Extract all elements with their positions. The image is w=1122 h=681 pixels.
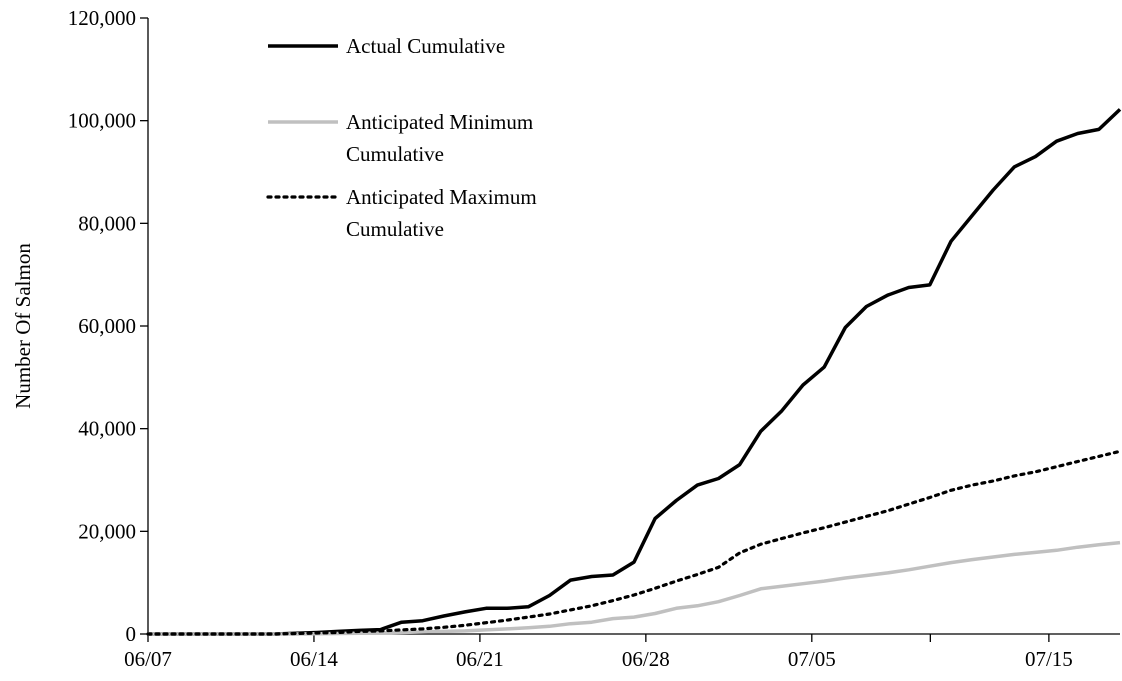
series-actual-cumulative [148, 108, 1122, 636]
y-tick-label: 20,000 [78, 519, 136, 543]
y-tick-label: 60,000 [78, 314, 136, 338]
legend: Actual Cumulative Anticipated Minimum Cumu… [266, 34, 537, 241]
x-tick-label: 07/05 [788, 647, 836, 671]
y-tick-label: 120,000 [68, 6, 136, 30]
legend-item: Anticipated Maximum Cumulative [266, 185, 537, 241]
x-tick-label: 06/14 [290, 647, 338, 671]
y-axis-title: Number Of Salmon [11, 243, 35, 409]
series-layer [146, 108, 1122, 636]
x-tick-label: 07/15 [1025, 647, 1073, 671]
legend-label: Cumulative [346, 142, 444, 166]
y-tick-label: 0 [126, 622, 137, 646]
series-anticipated-maximum-cumulative [146, 449, 1122, 636]
y-tick-label: 40,000 [78, 417, 136, 441]
legend-item: Anticipated Minimum Cumulative [268, 110, 533, 166]
axes: 0 20,000 40,000 60,000 80,000 100,000 120,000 0… [68, 6, 1120, 671]
y-tick-label: 80,000 [78, 211, 136, 235]
legend-label: Anticipated Minimum [346, 110, 533, 134]
y-tick-label: 100,000 [68, 109, 136, 133]
legend-label: Anticipated Maximum [346, 185, 537, 209]
x-tick-label: 06/07 [124, 647, 172, 671]
x-tick-label: 06/28 [622, 647, 670, 671]
legend-label: Cumulative [346, 217, 444, 241]
legend-label: Actual Cumulative [346, 34, 505, 58]
series-anticipated-minimum-cumulative [148, 540, 1121, 636]
x-tick-label: 06/21 [456, 647, 504, 671]
legend-item: Actual Cumulative [268, 34, 505, 58]
